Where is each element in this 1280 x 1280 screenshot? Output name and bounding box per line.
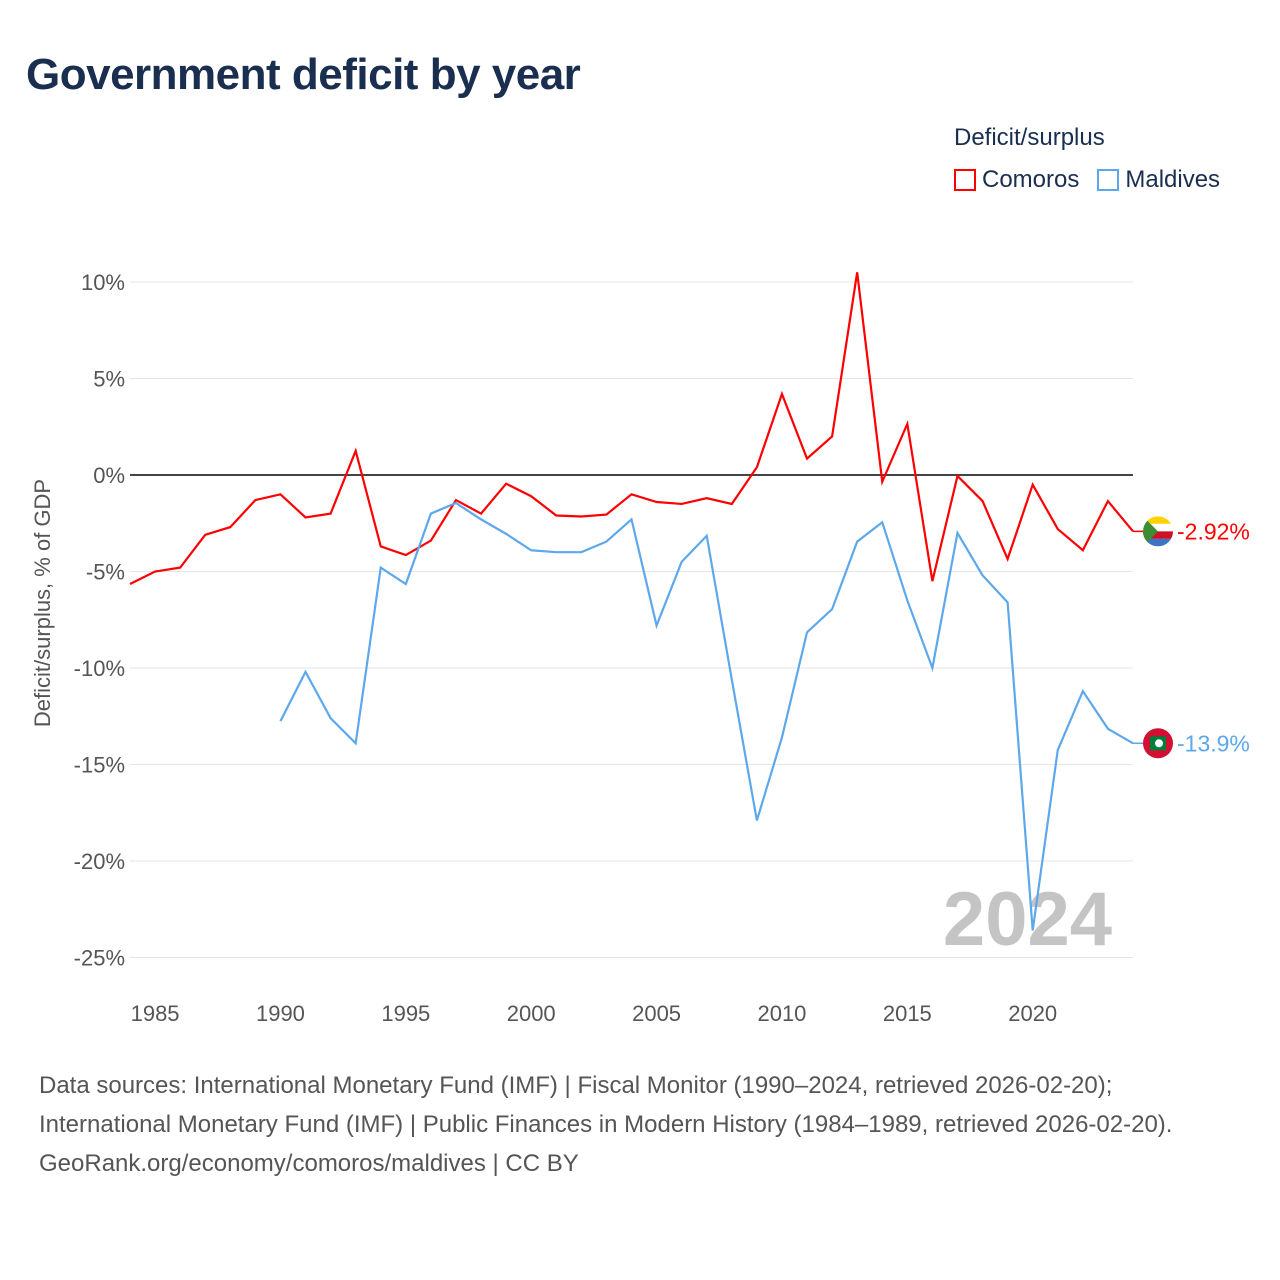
x-tick-label: 2010 — [757, 1001, 806, 1026]
attribution-link[interactable]: GeoRank.org/economy/comoros/maldives | C… — [39, 1150, 579, 1177]
x-tick-label: 1995 — [381, 1001, 430, 1026]
end-value-label: -2.92% — [1177, 518, 1250, 544]
x-tick-label: 2005 — [632, 1001, 681, 1026]
x-tick-label: 1990 — [256, 1001, 305, 1026]
year-watermark: 2024 — [943, 877, 1112, 962]
y-tick-label: -15% — [74, 753, 125, 778]
y-tick-label: -25% — [74, 946, 125, 971]
data-sources: Data sources: International Monetary Fun… — [39, 1072, 1173, 1138]
page-title: Government deficit by year — [26, 50, 581, 99]
y-tick-label: 0% — [93, 463, 125, 488]
legend-swatch-maldives — [1097, 169, 1120, 191]
legend-swatch-comoros — [954, 169, 976, 191]
y-tick-label: -10% — [74, 656, 125, 681]
end-value-label: -13.9% — [1177, 730, 1250, 756]
x-tick-label: 2020 — [1008, 1001, 1057, 1026]
legend: Comoros Maldives — [954, 166, 1220, 194]
legend-label: Maldives — [1125, 166, 1221, 193]
x-tick-label: 1985 — [131, 1001, 180, 1026]
y-tick-label: 5% — [93, 367, 125, 392]
y-axis-label: Deficit/surplus, % of GDP — [30, 479, 55, 727]
footer: Data sources: International Monetary Fun… — [39, 1066, 1239, 1183]
y-tick-label: -20% — [74, 849, 125, 874]
legend-item-maldives[interactable]: Maldives — [1097, 166, 1220, 194]
legend-item-comoros[interactable]: Comoros — [954, 166, 1079, 194]
x-tick-label: 2000 — [507, 1001, 556, 1026]
line-chart: 2024 10% 5% 0% -5% -10% -15% -20% -25% 1985 1990 19… — [30, 270, 1250, 1026]
y-tick-label: -5% — [86, 560, 125, 585]
y-tick-label: 10% — [81, 270, 125, 295]
series-line-comoros — [129, 272, 1134, 586]
comoros-flag-icon — [1143, 516, 1173, 547]
x-tick-label: 2015 — [883, 1001, 932, 1026]
legend-title: Deficit/surplus — [954, 124, 1105, 151]
series-line-maldives — [279, 501, 1134, 931]
maldives-flag-icon — [1143, 728, 1173, 759]
legend-label: Comoros — [982, 166, 1080, 193]
